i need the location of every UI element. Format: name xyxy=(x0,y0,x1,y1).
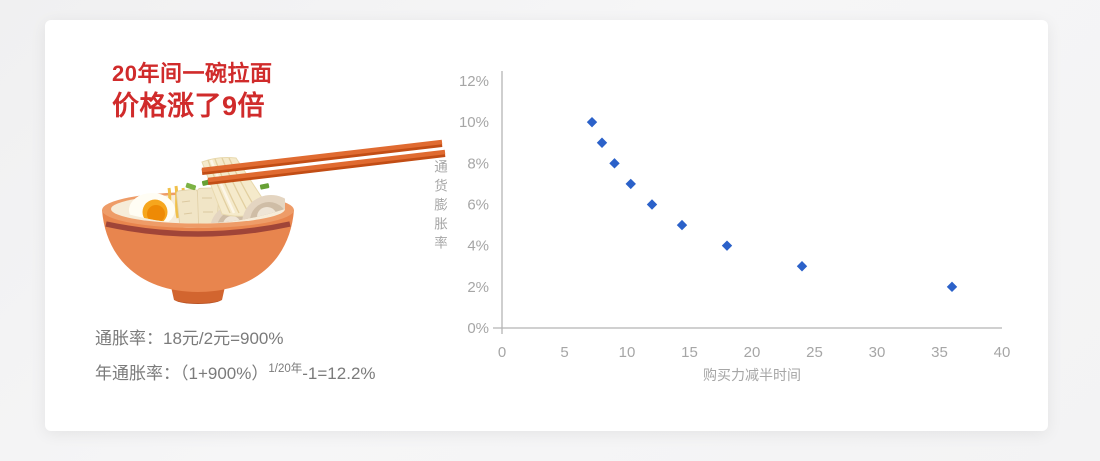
inflation-halving-scatter-chart: 0% 2% 4% 6% 8% 10% 12% 0 5 10 15 20 25 30 35 40 购买力减半时间 通… xyxy=(434,71,1011,383)
x-tick-label: 30 xyxy=(869,344,886,361)
x-tick-label: 25 xyxy=(806,344,823,361)
inflation-formula: 通胀率：18元/2元=900% xyxy=(95,329,284,348)
annual-inflation-formula: 年通胀率：（1+900%）1/20年-1=12.2% xyxy=(95,354,376,389)
calculation-notes: 通胀率：18元/2元=900% 年通胀率：（1+900%）1/20年-1=12.… xyxy=(95,323,376,389)
y-tick-label: 10% xyxy=(459,114,489,131)
annual-formula-result: -1=12.2% xyxy=(302,364,376,383)
data-point xyxy=(596,137,608,148)
bowl-stripe xyxy=(105,221,291,237)
headline-line-1: 20年间一碗拉面 xyxy=(112,61,273,86)
x-tick-label: 20 xyxy=(744,344,761,361)
x-tick-label: 10 xyxy=(619,344,636,361)
y-axis-title: 通货膨胀率 xyxy=(434,160,448,251)
annual-formula-base: 年通胀率：（1+900%） xyxy=(95,364,269,383)
data-point xyxy=(946,281,958,293)
y-tick-label: 6% xyxy=(467,197,489,214)
data-point xyxy=(676,219,688,231)
data-point xyxy=(609,158,620,169)
annual-formula-exponent: 1/20年 xyxy=(268,363,303,375)
egg xyxy=(129,193,175,224)
infographic-card: 20年间一碗拉面 价格涨了9倍 xyxy=(45,20,1048,431)
y-tick-label: 2% xyxy=(467,279,489,296)
x-tick-label: 40 xyxy=(994,344,1011,361)
x-tick-label: 5 xyxy=(560,344,568,361)
x-tick-label: 35 xyxy=(931,344,948,361)
data-point xyxy=(721,240,733,251)
headline: 20年间一碗拉面 价格涨了9倍 xyxy=(112,60,272,123)
y-tick-label: 4% xyxy=(467,238,489,255)
data-point xyxy=(646,199,658,210)
y-tick-label: 12% xyxy=(459,73,489,90)
x-axis-title: 购买力减半时间 xyxy=(703,367,801,383)
headline-line-2: 价格涨了9倍 xyxy=(112,90,266,121)
y-tick-label: 0% xyxy=(467,320,489,337)
y-tick-label: 8% xyxy=(467,155,489,172)
ramen-bowl-illustration xyxy=(102,139,446,304)
data-point xyxy=(796,261,808,272)
data-point xyxy=(625,178,636,190)
data-point xyxy=(586,116,598,128)
x-tick-label: 0 xyxy=(498,344,506,361)
chopsticks xyxy=(201,139,446,185)
x-tick-label: 15 xyxy=(681,344,698,361)
